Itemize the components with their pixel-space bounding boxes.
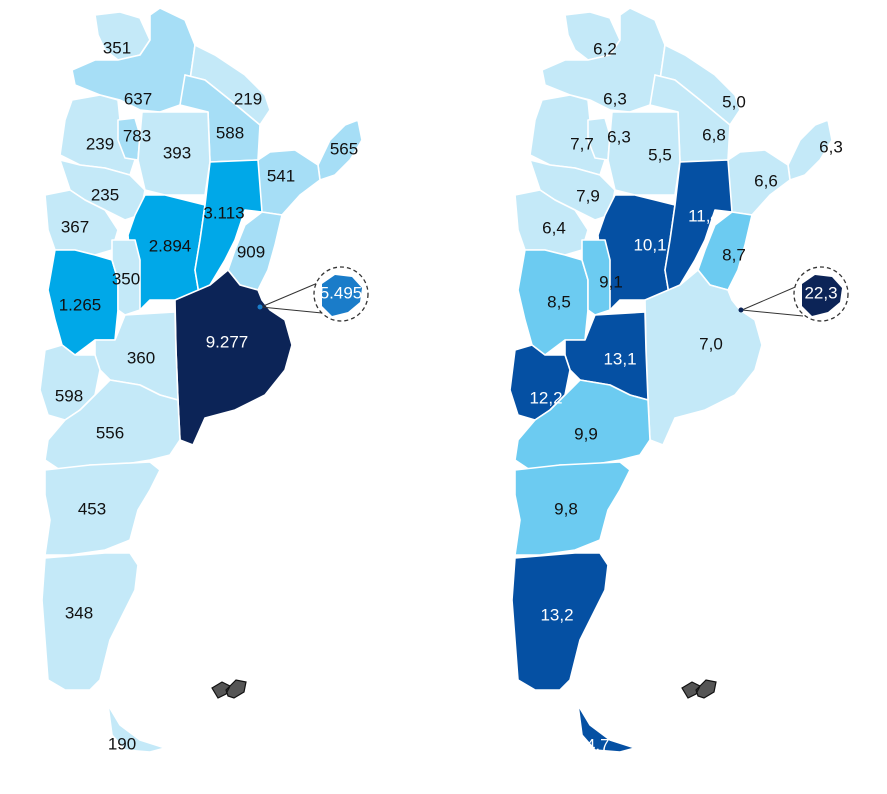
label-santa-cruz: 348 — [65, 603, 93, 622]
label-salta: 6,3 — [603, 89, 627, 108]
label-corrientes: 6,6 — [754, 171, 778, 190]
label-neuquen: 598 — [55, 386, 83, 405]
map-absolute: 351 637 219 588 565 239 783 393 541 235 … — [39, 7, 369, 753]
label-chubut: 9,8 — [554, 499, 578, 518]
label-santa-fe: 11,4 — [688, 206, 720, 225]
label-corrientes: 541 — [267, 166, 295, 185]
caba-callout[interactable] — [257, 266, 369, 322]
label-jujuy: 6,2 — [593, 39, 617, 58]
label-la-pampa: 13,1 — [603, 349, 636, 368]
label-cordoba: 2.894 — [149, 236, 192, 255]
map-rate: 6,2 6,3 5,0 6,8 6,3 7,7 6,3 5,5 6,6 7,9 … — [509, 7, 849, 754]
malvinas-islands — [681, 679, 717, 699]
label-santiago: 393 — [163, 143, 191, 162]
malvinas-islands — [211, 679, 247, 699]
label-misiones: 565 — [330, 139, 358, 158]
label-santa-fe: 3.113 — [203, 203, 244, 222]
label-formosa: 5,0 — [722, 92, 746, 111]
label-tucuman: 783 — [123, 126, 151, 145]
label-la-pampa: 360 — [127, 348, 155, 367]
label-caba: 22,3 — [804, 283, 837, 302]
label-rio-negro: 556 — [96, 423, 124, 442]
label-la-rioja: 235 — [91, 185, 119, 204]
label-catamarca: 239 — [86, 134, 114, 153]
label-cordoba: 10,1 — [633, 235, 666, 254]
label-san-juan: 6,4 — [542, 218, 566, 237]
label-entre-rios: 8,7 — [722, 245, 746, 264]
label-misiones: 6,3 — [819, 137, 843, 156]
label-chaco: 6,8 — [702, 125, 726, 144]
caba-callout[interactable] — [738, 266, 849, 322]
label-buenos-aires: 7,0 — [699, 334, 723, 353]
label-la-rioja: 7,9 — [576, 186, 600, 205]
label-santa-cruz: 13,2 — [540, 605, 573, 624]
label-buenos-aires: 9.277 — [206, 332, 249, 351]
label-mendoza: 8,5 — [547, 292, 571, 311]
province-buenos-aires[interactable] — [174, 269, 293, 446]
label-formosa: 219 — [234, 89, 262, 108]
label-neuquen: 12,2 — [529, 388, 562, 407]
label-entre-rios: 909 — [237, 242, 265, 261]
label-chaco: 588 — [216, 123, 244, 142]
label-santiago: 5,5 — [648, 145, 672, 164]
label-rio-negro: 9,9 — [574, 424, 598, 443]
label-san-luis: 9,1 — [599, 272, 623, 291]
label-tucuman: 6,3 — [607, 127, 631, 146]
label-mendoza: 1.265 — [59, 295, 102, 314]
province-buenos-aires[interactable] — [644, 269, 763, 446]
label-san-luis: 350 — [112, 269, 140, 288]
label-tierra-del-fuego: 14,7 — [576, 735, 609, 754]
label-tierra-del-fuego: 190 — [108, 734, 136, 753]
label-jujuy: 351 — [103, 38, 131, 57]
label-chubut: 453 — [78, 499, 106, 518]
label-san-juan: 367 — [61, 217, 89, 236]
label-catamarca: 7,7 — [570, 134, 594, 153]
label-salta: 637 — [124, 89, 152, 108]
label-caba: 5.495 — [320, 283, 363, 302]
